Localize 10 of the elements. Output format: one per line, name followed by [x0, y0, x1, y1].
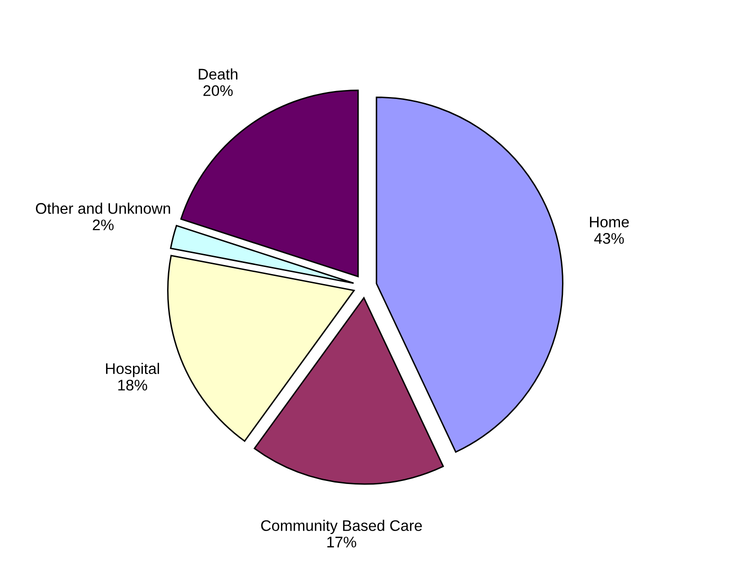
slice-label: Home — [590, 216, 629, 228]
slice-label: Community Based Care — [261, 520, 422, 534]
data-label: 43% — [594, 233, 624, 244]
slice-label: Hospital — [106, 362, 159, 378]
data-label: 17% — [327, 536, 356, 548]
data-label: 20% — [203, 85, 233, 96]
data-label: 2% — [92, 220, 114, 230]
slice-label: Other and Unknown — [36, 202, 170, 214]
data-label: 18% — [118, 380, 148, 391]
slice-label: Death — [198, 68, 238, 80]
